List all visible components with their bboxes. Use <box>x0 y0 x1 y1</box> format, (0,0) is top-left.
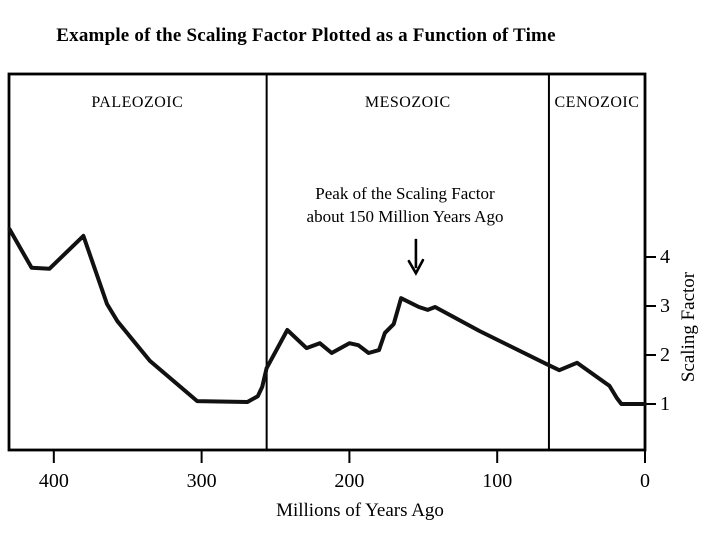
x-tick-label-0: 0 <box>640 470 650 492</box>
chart-title: Example of the Scaling Factor Plotted as… <box>56 25 556 46</box>
y-tick-label-1: 1 <box>660 393 670 415</box>
x-tick-label-200: 200 <box>334 470 365 492</box>
era-label-paleozoic: PALEOZOIC <box>89 94 186 112</box>
x-tick-label-300: 300 <box>186 470 217 492</box>
x-axis-label: Millions of Years Ago <box>276 500 444 521</box>
y-tick-label-4: 4 <box>660 246 670 268</box>
era-label-mesozoic: MESOZOIC <box>362 94 453 112</box>
peak-annotation: Peak of the Scaling Factor about 150 Mil… <box>307 182 504 228</box>
y-tick-label-2: 2 <box>660 344 670 366</box>
y-axis-label: Scaling Factor <box>678 271 699 383</box>
x-tick-label-100: 100 <box>482 470 513 492</box>
era-label-cenozoic: CENOZOIC <box>552 94 642 112</box>
peak-annotation-line-2: about 150 Million Years Ago <box>306 207 504 226</box>
y-tick-label-3: 3 <box>660 295 670 317</box>
scaling-factor-curve <box>7 227 647 406</box>
peak-annotation-line-1: Peak of the Scaling Factor <box>315 184 495 203</box>
plot-border <box>7 72 647 452</box>
annotation-arrow-head <box>407 258 425 276</box>
x-tick-label-400: 400 <box>38 470 69 492</box>
